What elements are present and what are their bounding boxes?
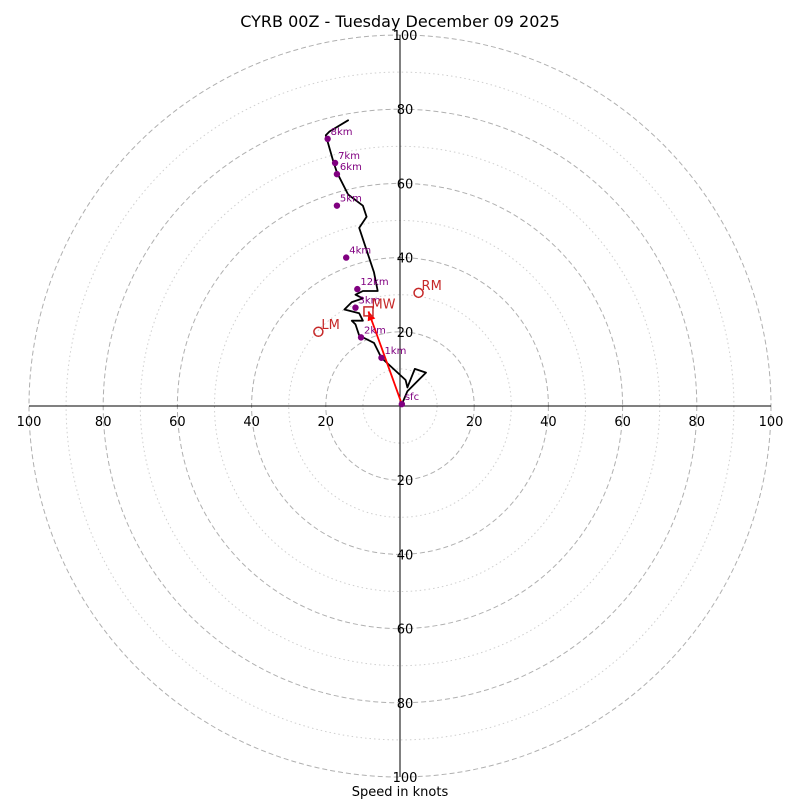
storm-label-rm: RM: [422, 279, 442, 294]
storm-motion-markers: RM LM MW: [313, 279, 442, 338]
tick-labels: 100 80 60 40 20 20 40 60 80 100 100 80 60 40 20 20 40 60 8…: [17, 29, 784, 786]
y-tick-label: 100: [393, 29, 418, 44]
height-marker-3km: [352, 304, 359, 311]
height-marker-1km: [378, 354, 385, 361]
y-tick-label: 100: [393, 771, 418, 786]
x-tick-label: 100: [759, 415, 784, 430]
y-tick-label: 40: [397, 252, 414, 267]
y-tick-label: 60: [397, 623, 414, 638]
height-label-1km: 1km: [384, 346, 406, 357]
storm-label-lm: LM: [321, 318, 339, 333]
height-marker-4km: [343, 254, 350, 261]
x-tick-label: 80: [689, 415, 706, 430]
height-label-3km: 3km: [358, 296, 380, 307]
height-marker-7km: [331, 159, 339, 167]
y-tick-label: 60: [397, 177, 414, 192]
shear-arrow-line: [367, 311, 403, 405]
y-tick-label: 80: [397, 697, 414, 712]
height-label-6km: 6km: [340, 162, 362, 173]
height-marker-8km: [324, 135, 331, 143]
y-tick-label: 20: [397, 326, 414, 341]
x-tick-label: 80: [95, 415, 112, 430]
height-marker-12km: [354, 285, 361, 293]
height-label-4km: 4km: [349, 246, 371, 257]
y-tick-label: 80: [397, 103, 414, 118]
height-marker-2km: [357, 334, 365, 341]
height-label-sfc: sfc: [405, 392, 419, 403]
x-tick-label: 20: [318, 415, 335, 430]
chart-title: CYRB 00Z - Tuesday December 09 2025: [240, 12, 560, 31]
x-tick-label: 40: [243, 415, 260, 430]
storm-label-mw: MW: [371, 297, 395, 312]
height-marker-6km: [333, 170, 341, 178]
height-label-12km: 12km: [360, 277, 388, 288]
x-tick-label: 40: [540, 415, 557, 430]
height-label-7km: 7km: [338, 151, 360, 162]
y-tick-label: 20: [397, 474, 414, 489]
storm-marker-lm: [313, 326, 324, 338]
x-tick-label: 20: [466, 415, 483, 430]
height-label-5km: 5km: [340, 194, 362, 205]
x-tick-label: 60: [614, 415, 631, 430]
height-label-2km: 2km: [364, 325, 386, 336]
storm-marker-rm: [413, 287, 424, 299]
x-tick-label: 100: [17, 415, 42, 430]
x-tick-label: 60: [169, 415, 186, 430]
height-marker-5km: [333, 202, 341, 209]
x-axis-label: Speed in knots: [352, 785, 449, 800]
height-marker-sfc: [398, 400, 406, 408]
y-tick-label: 40: [397, 548, 414, 563]
height-label-8km: 8km: [331, 127, 353, 138]
storm-marker-mw: [363, 306, 374, 317]
